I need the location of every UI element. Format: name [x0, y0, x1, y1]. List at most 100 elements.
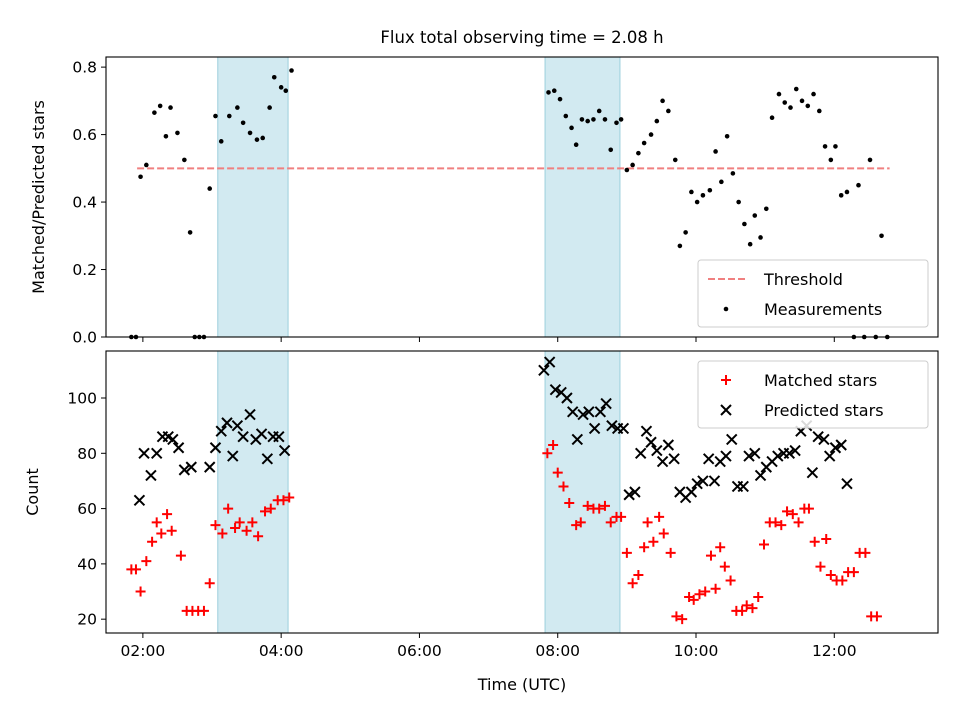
measurement-point [563, 113, 569, 119]
matched-stars-point [247, 517, 258, 528]
measurement-point [596, 108, 602, 114]
matched-stars-point [725, 575, 736, 586]
measurement-point [793, 86, 799, 92]
predicted-stars-point [662, 439, 675, 451]
matched-stars-point [548, 440, 559, 450]
predicted-stars-point [185, 461, 197, 473]
matched-stars-point [821, 534, 832, 544]
measurement-point [742, 221, 747, 227]
predicted-stars-point [244, 408, 256, 421]
matched-stars-point [162, 509, 173, 520]
measurement-point [817, 108, 822, 114]
measurement-point [707, 187, 713, 193]
measurement-point [218, 139, 224, 144]
measurement-point [730, 171, 736, 176]
predicted-stars-point [818, 433, 830, 446]
measurement-point [700, 193, 706, 198]
measurement-point [585, 118, 590, 124]
measurement-point [805, 103, 811, 109]
predicted-stars-point [227, 450, 239, 462]
measurement-point [660, 98, 665, 104]
measurement-point [240, 120, 246, 126]
y-tick-label: 0.4 [72, 194, 97, 212]
measurement-point [163, 133, 169, 139]
matched-stars-point [782, 506, 793, 517]
measurement-point [187, 230, 193, 235]
measurement-point [182, 157, 187, 163]
chart-title: Flux total observing time = 2.08 h [380, 28, 663, 47]
predicted-stars-point [215, 425, 227, 437]
measurement-point [879, 233, 884, 239]
legend-box [697, 259, 929, 328]
measurement-point [776, 91, 782, 97]
predicted-stars-point [841, 477, 853, 490]
predicted-stars-point [261, 453, 274, 465]
predicted-stars-point [708, 475, 721, 487]
matched-stars-point [633, 569, 644, 580]
axes-frame [105, 350, 939, 634]
matched-stars-point [599, 500, 610, 511]
matched-stars-point [605, 517, 616, 528]
x-tick-label: 04:00 [259, 642, 304, 660]
predicted-stars-point [209, 442, 222, 454]
measurement-point [867, 157, 873, 163]
matched-stars-point [825, 569, 836, 580]
predicted-stars-point [806, 466, 819, 479]
predicted-stars-point [577, 408, 589, 421]
predicted-stars-point [623, 489, 635, 501]
measurement-point [782, 100, 788, 105]
matched-stars-point [719, 561, 730, 572]
predicted-stars-point [656, 455, 669, 468]
matched-stars-point [621, 547, 632, 558]
matched-stars-point [705, 550, 716, 561]
measurement-point [799, 98, 805, 104]
measurement-point [724, 133, 730, 139]
predicted-stars-point [749, 447, 761, 460]
measurement-point [844, 189, 850, 195]
matched-stars-point [860, 547, 871, 558]
measurement-point [630, 162, 635, 168]
matched-stars-point [253, 531, 264, 542]
predicted-stars-point [829, 442, 842, 454]
matched-stars-point [658, 528, 669, 539]
predicted-stars-point [566, 406, 579, 418]
matched-stars-point [552, 467, 563, 478]
x-tick-label: 10:00 [674, 642, 719, 660]
predicted-stars-point [571, 433, 584, 446]
measurement-point [713, 149, 718, 154]
matched-stars-point [135, 586, 146, 597]
measurement-point [551, 88, 557, 94]
matched-stars-point [594, 503, 605, 514]
predicted-stars-point [617, 422, 630, 435]
measurement-point [822, 144, 828, 149]
matched-stars-point [151, 517, 162, 528]
measurement-point [608, 147, 614, 153]
measurement-point [788, 105, 793, 110]
x-tick-label: 02:00 [121, 642, 166, 660]
predicted-stars-point [255, 428, 268, 440]
predicted-stars-point [150, 447, 163, 460]
predicted-stars-point [588, 422, 601, 435]
measurement-point [289, 68, 294, 73]
matched-stars-point [558, 481, 569, 492]
measurement-point [666, 108, 671, 114]
observing-window-band [217, 350, 289, 634]
matched-stars-point [700, 586, 711, 597]
measurement-point [271, 74, 277, 80]
matched-stars-point [710, 583, 721, 594]
predicted-stars-point [783, 447, 796, 460]
y-tick-label: 40 [77, 555, 97, 573]
predicted-stars-point [133, 494, 146, 507]
measurement-point [157, 103, 163, 109]
predicted-stars-point [594, 406, 607, 418]
matched-stars-point [639, 542, 650, 553]
measurement-point [267, 105, 272, 110]
measurement-point [763, 206, 769, 212]
measurement-point [694, 199, 700, 205]
x-axis-label: Time (UTC) [477, 675, 566, 694]
y-tick-label: 0.8 [72, 59, 97, 77]
measurement-point [833, 144, 838, 149]
x-tick-label: 12:00 [812, 642, 857, 660]
measurement-point [144, 162, 149, 168]
